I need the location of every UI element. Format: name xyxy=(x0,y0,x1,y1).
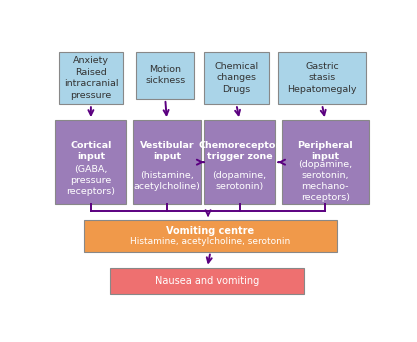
Text: Histamine, acetylcholine, serotonin: Histamine, acetylcholine, serotonin xyxy=(131,237,291,246)
Text: Vestibular
input: Vestibular input xyxy=(140,141,194,161)
Text: Peripheral
input: Peripheral input xyxy=(297,141,353,161)
FancyBboxPatch shape xyxy=(204,52,269,104)
Text: Anxiety
Raised
intracranial
pressure: Anxiety Raised intracranial pressure xyxy=(64,56,118,100)
FancyBboxPatch shape xyxy=(281,120,369,204)
FancyBboxPatch shape xyxy=(84,220,337,252)
FancyBboxPatch shape xyxy=(133,120,201,204)
Text: Nausea and vomiting: Nausea and vomiting xyxy=(155,276,259,286)
Text: Motion
sickness: Motion sickness xyxy=(145,65,186,86)
Text: (GABA,
pressure
receptors): (GABA, pressure receptors) xyxy=(66,165,116,196)
Text: Cortical
input: Cortical input xyxy=(70,141,112,161)
Text: Vomiting centre: Vomiting centre xyxy=(166,225,254,236)
Text: Chemoreceptor
trigger zone: Chemoreceptor trigger zone xyxy=(198,141,281,161)
Text: (dopamine,
serotonin,
mechano-
receptors): (dopamine, serotonin, mechano- receptors… xyxy=(298,160,352,202)
FancyBboxPatch shape xyxy=(278,52,366,104)
Text: (histamine,
acetylcholine): (histamine, acetylcholine) xyxy=(133,171,200,191)
FancyBboxPatch shape xyxy=(55,120,126,204)
FancyBboxPatch shape xyxy=(110,267,304,294)
Text: Gastric
stasis
Hepatomegaly: Gastric stasis Hepatomegaly xyxy=(287,62,357,94)
Text: (dopamine,
serotonin): (dopamine, serotonin) xyxy=(213,171,266,191)
Text: Chemical
changes
Drugs: Chemical changes Drugs xyxy=(214,62,259,94)
FancyBboxPatch shape xyxy=(58,52,123,104)
FancyBboxPatch shape xyxy=(204,120,275,204)
FancyBboxPatch shape xyxy=(136,52,194,99)
